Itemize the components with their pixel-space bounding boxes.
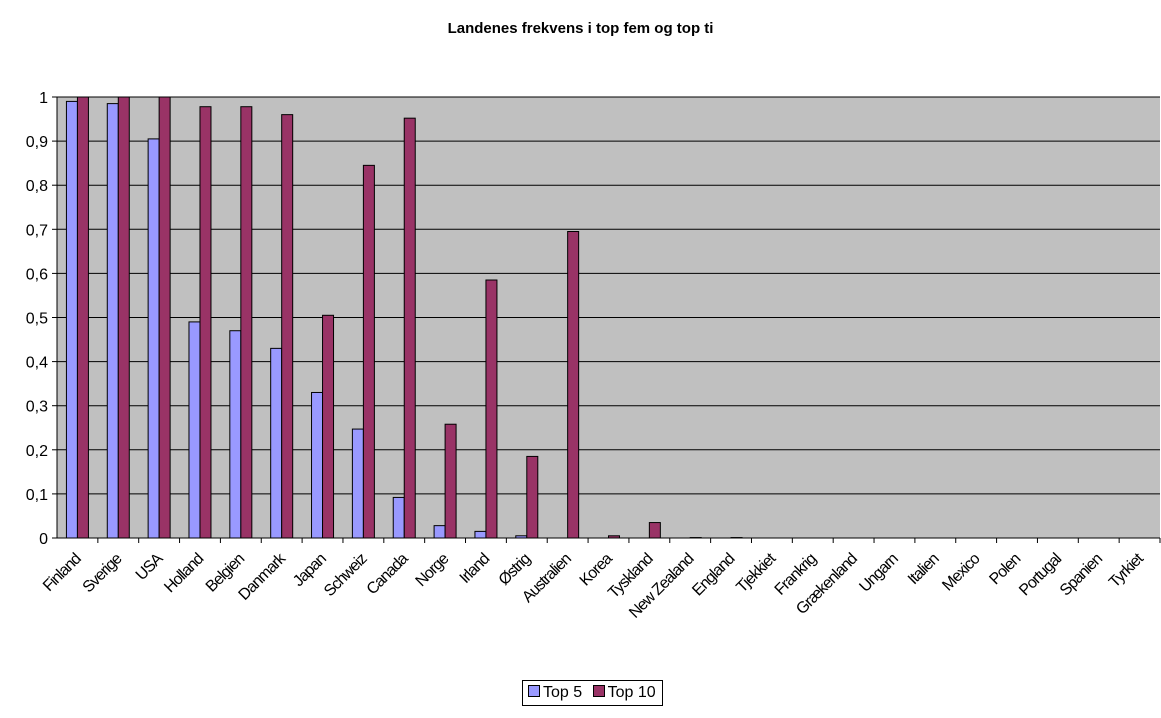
bar-top10-0 (76, 96, 89, 539)
x-tick-label: Holland (161, 551, 207, 597)
bar-top5-9 (433, 525, 446, 539)
x-tick-label: Tyrkiet (1106, 550, 1147, 591)
y-tick-label: 0,6 (26, 266, 48, 283)
x-tick-label: Irland (457, 551, 493, 587)
bar-top5-4 (229, 330, 242, 539)
bar-top5-10 (474, 530, 487, 539)
y-tick-label: 0,1 (26, 487, 48, 504)
x-tick-label: Spanien (1057, 551, 1106, 600)
x-tick-label: Schweiz (321, 550, 371, 600)
y-tick-label: 0,9 (26, 134, 48, 151)
bar-top5-8 (392, 496, 405, 539)
bar-top10-1 (117, 96, 130, 539)
y-tick-label: 0,2 (26, 443, 48, 460)
x-tick-label: Danmark (236, 549, 290, 603)
x-tick-label: England (689, 551, 738, 600)
bar-top10-6 (322, 314, 335, 539)
x-tick-label: Italien (905, 551, 942, 588)
bar-top5-1 (106, 103, 119, 539)
y-tick-label: 0,4 (26, 355, 48, 372)
legend-swatch-top10 (592, 685, 605, 697)
x-tick-label: Portugal (1016, 550, 1065, 599)
y-tick-label: 0,3 (26, 399, 48, 416)
bar-top10-8 (403, 117, 416, 539)
chart-title: Landenes frekvens i top fem og top ti (447, 20, 714, 37)
y-tick-labels: 0 0,1 0,2 0,3 0,4 0,5 0,6 0,7 0,8 0,9 1 (26, 90, 48, 548)
bar-top10-12 (567, 231, 580, 539)
x-tick-label: Østrig (496, 551, 534, 589)
x-tick-label: Polen (986, 551, 1023, 588)
bar-top10-14 (648, 522, 661, 539)
bar-top10-5 (281, 114, 294, 539)
bar-top10-10 (485, 279, 498, 539)
bar-top10-9 (444, 423, 457, 539)
x-tick-label: Norge (413, 550, 453, 590)
x-tick-label: Ungarn (856, 551, 901, 596)
legend-item-top10: Top 10 (592, 684, 656, 702)
legend-label-top10: Top 10 (607, 684, 656, 701)
bar-top5-7 (351, 428, 364, 539)
legend-swatch-top5 (528, 685, 540, 697)
bar-top5-0 (65, 100, 78, 539)
legend: Top 5 Top 10 (522, 680, 663, 706)
y-tick-label: 0,7 (26, 222, 48, 239)
x-tick-label: Sverige (80, 550, 126, 596)
bar-top5-2 (147, 138, 160, 539)
axes (52, 96, 1161, 543)
legend-item-top5: Top 5 (528, 684, 582, 702)
y-tick-label: 0 (39, 531, 48, 548)
bar-top10-7 (362, 164, 375, 539)
bar-top10-3 (199, 106, 212, 539)
bar-top10-2 (158, 96, 171, 539)
bar-top10-4 (240, 106, 253, 539)
x-tick-label: Canada (364, 550, 412, 598)
bar-top5-6 (311, 391, 324, 539)
y-tick-label: 0,8 (26, 178, 48, 195)
bar-top5-5 (270, 347, 283, 539)
x-tick-label: Mexico (939, 550, 983, 594)
bar-top10-11 (526, 455, 539, 539)
y-tick-label: 0,5 (26, 311, 48, 328)
x-tick-label: USA (133, 550, 167, 584)
y-tick-label: 1 (39, 90, 48, 107)
bar-top5-3 (188, 321, 201, 539)
x-tick-label: Finland (40, 551, 84, 595)
legend-label-top5: Top 5 (543, 684, 583, 701)
